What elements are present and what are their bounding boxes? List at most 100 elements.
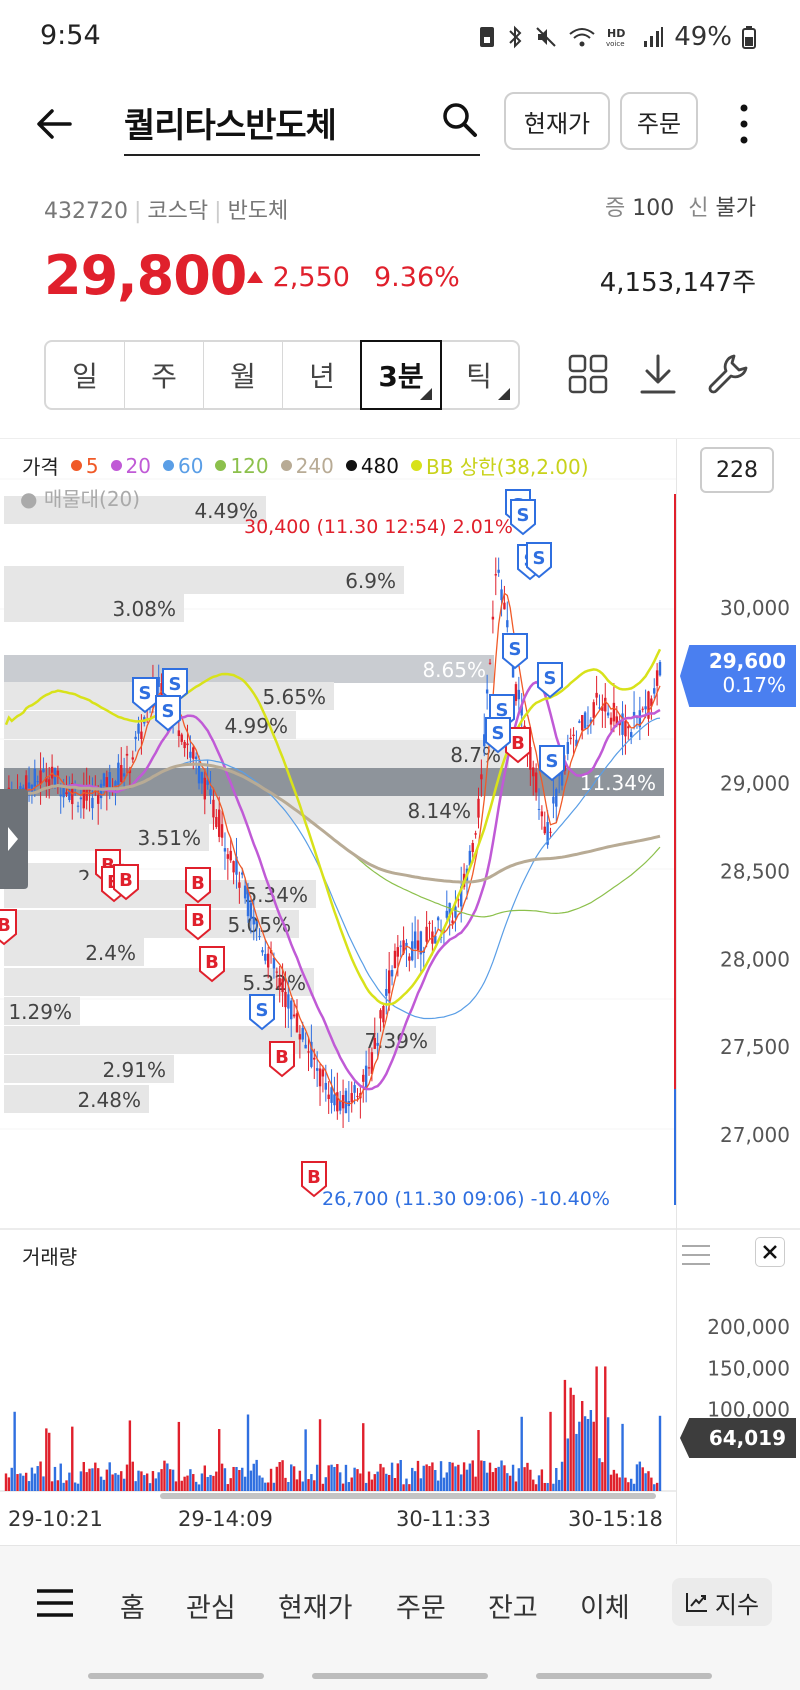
- stock-search-field[interactable]: 퀄리타스반도체: [124, 90, 480, 156]
- more-vertical-icon[interactable]: [732, 102, 756, 146]
- volume-bar: [543, 1482, 546, 1491]
- sell-signal-letter: S: [509, 639, 522, 660]
- volume-bar: [13, 1411, 16, 1491]
- tab-tick-label: 틱: [466, 360, 492, 393]
- volume-bar: [344, 1464, 348, 1491]
- volume-bar: [425, 1464, 428, 1491]
- high-price-label: 30,400 (11.30 12:54) 2.01%: [244, 516, 513, 538]
- hamburger-menu-icon[interactable]: [36, 1588, 74, 1618]
- volume-bar: [359, 1473, 362, 1491]
- candle-body: [255, 921, 258, 925]
- chart-canvas[interactable]: 4.49%6.9%3.08%8.65%5.65%4.99%8.7%11.34%8…: [0, 439, 800, 1544]
- svg-text:voice: voice: [606, 40, 625, 48]
- volume-bar: [385, 1473, 388, 1491]
- nav-transfer[interactable]: 이체: [580, 1593, 630, 1624]
- wrench-icon[interactable]: [706, 352, 750, 396]
- order-button[interactable]: 주문: [620, 92, 698, 150]
- volume-bar: [575, 1433, 578, 1491]
- mute-icon: [536, 27, 556, 47]
- search-icon[interactable]: [440, 100, 480, 140]
- volume-bar: [275, 1466, 279, 1491]
- candle-body: [134, 736, 137, 740]
- volume-profile-bar: [4, 594, 184, 622]
- nav-watchlist[interactable]: 관심: [186, 1593, 236, 1624]
- volume-bar: [465, 1469, 469, 1491]
- candle-body: [483, 734, 486, 747]
- tab-tick[interactable]: 틱: [440, 342, 518, 408]
- volume-bar: [24, 1472, 28, 1491]
- nav-order[interactable]: 주문: [396, 1593, 446, 1624]
- axis-divider: [676, 439, 677, 1544]
- candle-body: [448, 902, 451, 918]
- candle-body: [540, 811, 544, 817]
- current-price-button[interactable]: 현재가: [504, 92, 610, 150]
- close-volume-button[interactable]: [755, 1237, 785, 1267]
- volume-bar: [108, 1462, 111, 1491]
- battery-percent: 49%: [674, 22, 732, 52]
- volume-bar: [255, 1459, 258, 1491]
- candle-body: [194, 756, 198, 759]
- candle-body: [180, 734, 183, 742]
- volume-bar: [471, 1460, 474, 1491]
- nav-index-button[interactable]: 지수: [672, 1578, 772, 1626]
- candle-body: [546, 821, 549, 845]
- volume-profile-pct: 4.49%: [194, 499, 258, 523]
- period-tabs: 일 주 월 년 3분 틱: [44, 340, 520, 410]
- volume-profile-pct: 8.14%: [407, 799, 471, 823]
- menu-lines-icon[interactable]: [680, 1243, 712, 1267]
- tab-month[interactable]: 월: [204, 342, 283, 408]
- candle-body: [376, 1042, 379, 1046]
- candle-body: [520, 704, 523, 716]
- download-icon[interactable]: [636, 352, 680, 396]
- candle-body: [249, 903, 253, 919]
- volume-bar: [333, 1466, 336, 1491]
- tab-3min[interactable]: 3분: [360, 340, 442, 410]
- candle-body: [102, 773, 106, 786]
- volume-bar: [557, 1479, 561, 1491]
- nav-home[interactable]: 홈: [120, 1593, 145, 1624]
- nav-current-price[interactable]: 현재가: [278, 1593, 353, 1624]
- volume-bar: [627, 1482, 630, 1491]
- candle-body: [321, 1069, 325, 1077]
- volume-bar: [339, 1472, 342, 1491]
- candle-body: [658, 662, 662, 676]
- time-label-4: 30-15:18: [568, 1507, 663, 1531]
- tab-day[interactable]: 일: [46, 342, 125, 408]
- nav-balance[interactable]: 잔고: [488, 1593, 538, 1624]
- volume-bar: [310, 1474, 313, 1491]
- volume-axis-tick: 100,000: [707, 1398, 790, 1422]
- volume-bar: [474, 1476, 477, 1491]
- volume-bar: [278, 1462, 281, 1491]
- candle-body: [235, 856, 238, 875]
- volume-axis-tick: 150,000: [707, 1356, 790, 1380]
- close-icon: [763, 1245, 777, 1259]
- volume-bar: [445, 1472, 449, 1491]
- candle-body: [192, 747, 195, 759]
- candle-body: [621, 713, 624, 735]
- volume-bar: [382, 1467, 385, 1491]
- volume-bar: [488, 1462, 492, 1491]
- bottom-navigation: 홈 관심 현재가 주문 잔고 이체 지수: [0, 1545, 800, 1690]
- candle-body: [212, 799, 215, 818]
- volume-profile-bar: [4, 880, 316, 908]
- volume-bar: [151, 1471, 155, 1491]
- buy-signal-letter: B: [191, 873, 205, 894]
- tab-week[interactable]: 주: [125, 342, 204, 408]
- candle-body: [396, 947, 400, 957]
- volume-bar: [399, 1459, 402, 1491]
- candle-body: [629, 732, 633, 738]
- tab-year[interactable]: 년: [283, 342, 362, 408]
- candle-body: [362, 1074, 365, 1082]
- stock-chart[interactable]: 4.49% 6.9% 3.08% 8.65% 5.65% 4.99% 8.7% 11.34% 8…: [0, 438, 800, 1544]
- volume-profile-bar: [4, 496, 266, 524]
- grid-layout-icon[interactable]: [566, 352, 610, 396]
- volume-bar: [266, 1482, 270, 1491]
- play-triangle-icon: [8, 827, 18, 851]
- volume-bar: [145, 1473, 149, 1491]
- candle-body: [36, 781, 39, 783]
- volume-profile-bar: [4, 740, 509, 768]
- candle-count-box[interactable]: 228: [700, 447, 774, 493]
- candle-body: [200, 772, 204, 784]
- back-arrow-icon[interactable]: [30, 100, 78, 148]
- candle-body: [405, 942, 408, 947]
